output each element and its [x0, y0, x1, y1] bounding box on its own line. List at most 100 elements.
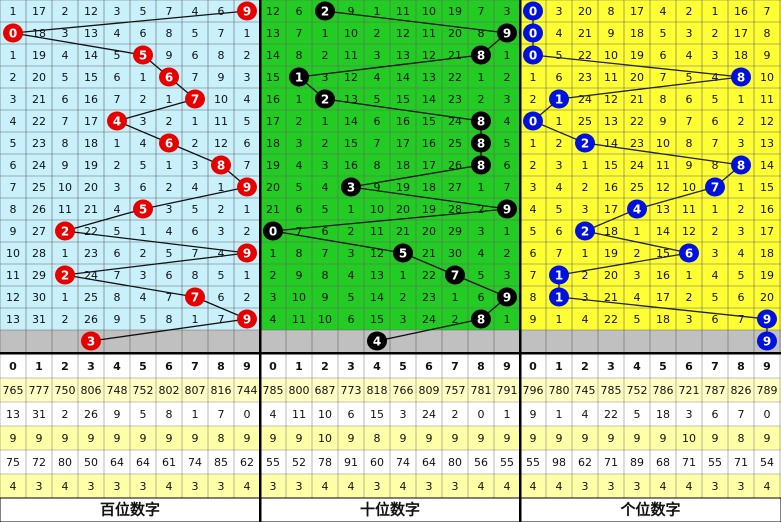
omission-value: 1	[244, 27, 251, 40]
omission-value: 1	[10, 49, 17, 62]
column-header: 3	[347, 360, 355, 373]
stat-value: 757	[445, 384, 466, 397]
stat-value: 62	[578, 456, 592, 469]
draw-ball	[497, 23, 517, 43]
trend-line	[90, 318, 248, 342]
stat-value: 3	[738, 480, 745, 493]
omission-value: 8	[374, 159, 381, 172]
omission-value: 12	[656, 181, 670, 194]
omission-value: 9	[348, 5, 355, 18]
omission-value: 5	[322, 203, 329, 216]
draw-ball	[263, 221, 283, 241]
draw-ball	[315, 1, 335, 21]
omission-value: 11	[370, 225, 384, 238]
trend-line	[584, 230, 690, 254]
trend-line	[350, 186, 508, 210]
omission-value: 2	[478, 93, 485, 106]
stat-value: 785	[601, 384, 622, 397]
omission-value: 5	[478, 269, 485, 282]
draw-number: 8	[737, 71, 745, 85]
omission-value: 9	[530, 313, 537, 326]
omission-value: 3	[712, 49, 719, 62]
stat-value: 9	[348, 432, 355, 445]
omission-value: 3	[140, 269, 147, 282]
omission-value: 24	[630, 159, 644, 172]
omission-value: 9	[764, 49, 771, 62]
omission-value: 1	[504, 225, 511, 238]
omission-value: 16	[396, 115, 410, 128]
omission-value: 1	[556, 115, 563, 128]
draw-ball	[497, 287, 517, 307]
omission-value: 14	[370, 291, 384, 304]
omission-value: 2	[686, 291, 693, 304]
panel-title: 百位数字	[100, 501, 160, 519]
stat-value: 9	[608, 432, 615, 445]
trend-line	[64, 274, 196, 298]
stat-value: 9	[166, 432, 173, 445]
column-header: 0	[269, 360, 277, 373]
separator	[519, 0, 522, 522]
omission-value: 14	[656, 225, 670, 238]
omission-value: 8	[608, 5, 615, 18]
draw-number: 3	[347, 181, 355, 195]
stat-value: 785	[263, 384, 284, 397]
stat-value: 766	[393, 384, 414, 397]
omission-value: 3	[738, 137, 745, 150]
trend-line	[376, 318, 482, 342]
stat-value: 3	[36, 480, 43, 493]
omission-value: 18	[84, 137, 98, 150]
omission-value: 21	[604, 291, 618, 304]
omission-value: 30	[448, 247, 462, 260]
omission-value: 7	[244, 159, 251, 172]
omission-value: 23	[32, 137, 46, 150]
footer-cell	[0, 497, 261, 522]
omission-value: 15	[266, 71, 280, 84]
draw-number: 7	[711, 181, 719, 195]
omission-value: 14	[266, 49, 280, 62]
omission-value: 17	[396, 137, 410, 150]
column-header: 6	[165, 360, 173, 373]
stat-value: 7	[738, 408, 745, 421]
column-header: 3	[607, 360, 615, 373]
omission-value: 13	[604, 115, 618, 128]
omission-value: 5	[192, 203, 199, 216]
omission-value: 13	[422, 71, 436, 84]
stat-value: 13	[6, 408, 20, 421]
omission-value: 3	[504, 93, 511, 106]
omission-value: 2	[504, 247, 511, 260]
stat-value: 777	[29, 384, 50, 397]
omission-value: 2	[140, 247, 147, 260]
omission-value: 2	[192, 137, 199, 150]
stat-value: 9	[400, 432, 407, 445]
stat-value: 4	[400, 480, 407, 493]
forecast-number: 9	[763, 335, 771, 349]
omission-value: 5	[686, 71, 693, 84]
omission-value: 1	[10, 5, 17, 18]
omission-value: 30	[32, 291, 46, 304]
omission-value: 13	[344, 93, 358, 106]
stat-value: 9	[634, 432, 641, 445]
omission-value: 5	[296, 181, 303, 194]
omission-value: 2	[166, 115, 173, 128]
omission-value: 12	[370, 247, 384, 260]
omission-value: 9	[660, 115, 667, 128]
draw-ball	[133, 45, 153, 65]
stat-value: 4	[660, 480, 667, 493]
stat-value: 56	[474, 456, 488, 469]
omission-value: 10	[344, 27, 358, 40]
omission-value: 2	[738, 115, 745, 128]
omission-value: 5	[192, 27, 199, 40]
draw-ball	[159, 133, 179, 153]
omission-value: 12	[6, 291, 20, 304]
stat-value: 787	[705, 384, 726, 397]
omission-value: 1	[192, 115, 199, 128]
column-header: 2	[321, 360, 329, 373]
omission-value: 23	[578, 71, 592, 84]
draw-number: 5	[399, 247, 407, 261]
omission-value: 20	[448, 27, 462, 40]
omission-value: 2	[400, 291, 407, 304]
stat-value: 9	[582, 432, 589, 445]
stat-value: 55	[266, 456, 280, 469]
stat-value: 55	[500, 456, 514, 469]
stat-value: 809	[419, 384, 440, 397]
